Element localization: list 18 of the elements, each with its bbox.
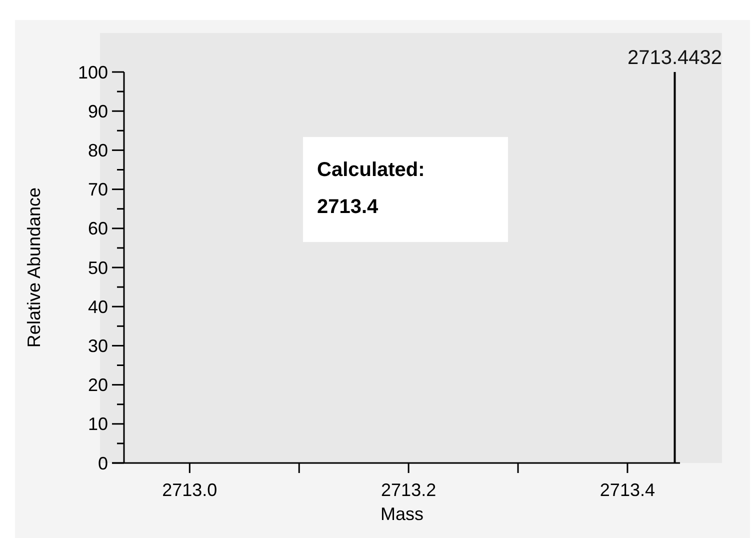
annotation: 2713.4432 (627, 47, 722, 69)
y-tick-label: 80 (88, 140, 108, 160)
x-tick-label: 2713.2 (381, 480, 436, 500)
y-axis-title: Relative Abundance (24, 187, 44, 348)
y-tick-label: 60 (88, 218, 108, 239)
x-tick-label: 2713.0 (162, 480, 218, 500)
x-tick-label: 2713.4 (600, 480, 655, 500)
y-tick-label: 100 (78, 62, 108, 82)
y-tick-label: 20 (88, 375, 108, 396)
y-tick-label: 10 (88, 414, 108, 434)
annotation: Calculated: 2713.4 (317, 159, 425, 218)
y-tick-label: 40 (88, 296, 108, 317)
y-tick-label: 70 (88, 180, 108, 200)
y-tick-label: 0 (98, 453, 108, 474)
y-tick-label: 30 (88, 336, 108, 356)
x-axis-title: Mass (380, 504, 424, 524)
y-tick-label: 50 (88, 258, 108, 278)
y-tick-label: 90 (88, 101, 108, 122)
